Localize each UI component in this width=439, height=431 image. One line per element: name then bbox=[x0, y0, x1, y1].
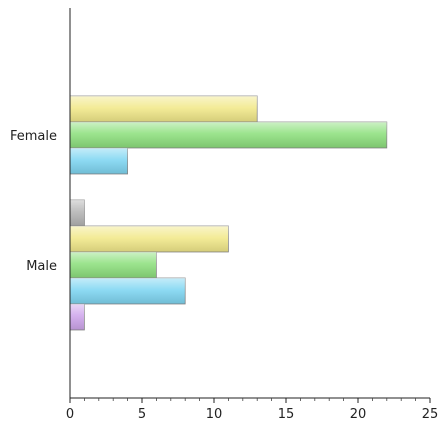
bar-gloss bbox=[70, 304, 85, 330]
bar-gloss bbox=[70, 96, 258, 122]
x-tick-label: 25 bbox=[422, 407, 439, 422]
category-labels: Female Male bbox=[10, 129, 57, 274]
bar-gloss bbox=[70, 278, 186, 304]
x-tick-label: 20 bbox=[350, 407, 367, 422]
x-tick-label: 10 bbox=[206, 407, 223, 422]
bar-gloss bbox=[70, 148, 128, 174]
category-label-male: Male bbox=[26, 259, 57, 274]
bar-gloss bbox=[70, 252, 157, 278]
bars-group bbox=[69, 95, 388, 331]
x-axis-ticks: 0 5 10 15 20 25 bbox=[66, 398, 438, 422]
bar-gloss bbox=[70, 200, 85, 226]
x-tick-label: 5 bbox=[138, 407, 146, 422]
category-label-female: Female bbox=[10, 129, 57, 144]
bar-gloss bbox=[70, 122, 387, 148]
bar-gloss bbox=[70, 226, 229, 252]
x-tick-label: 15 bbox=[278, 407, 295, 422]
x-tick-label: 0 bbox=[66, 407, 74, 422]
